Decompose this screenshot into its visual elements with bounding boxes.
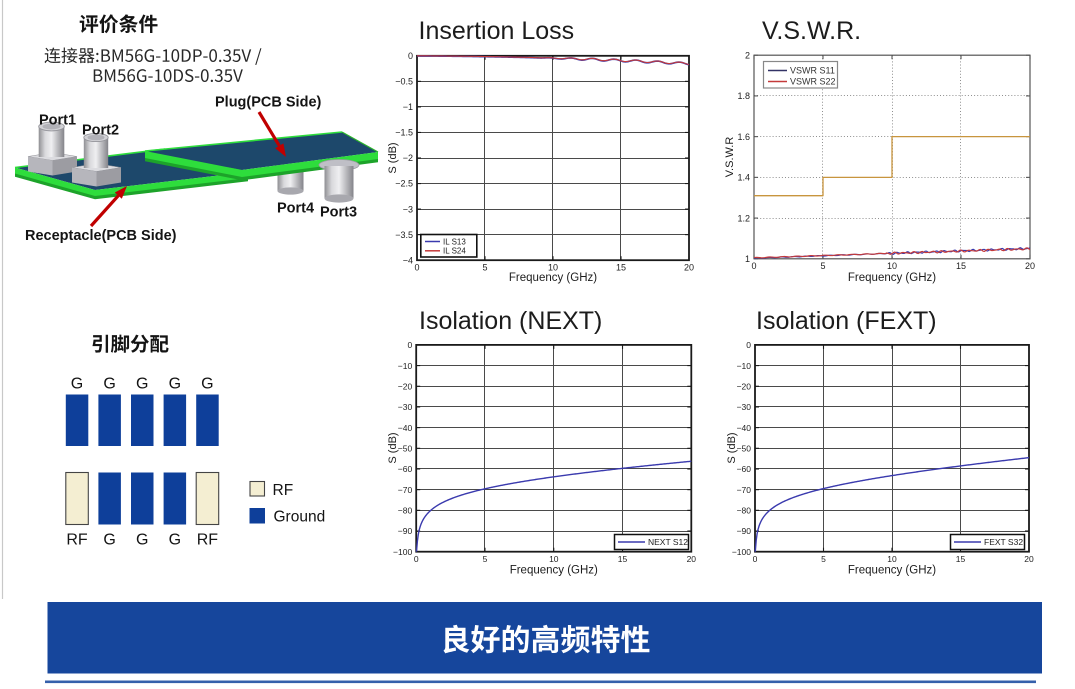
svg-text:V.S.W.R: V.S.W.R — [724, 137, 736, 178]
svg-text:−90: −90 — [737, 526, 752, 536]
svg-text:20: 20 — [1025, 261, 1035, 271]
svg-text:Port3: Port3 — [320, 205, 357, 221]
svg-text:S (dB): S (dB) — [387, 432, 399, 463]
svg-text:−60: −60 — [398, 464, 413, 474]
svg-text:−80: −80 — [398, 506, 413, 516]
svg-text:Port4: Port4 — [277, 201, 314, 217]
svg-text:10: 10 — [887, 554, 897, 564]
svg-text:−1.5: −1.5 — [395, 128, 413, 138]
svg-text:IL S24: IL S24 — [443, 247, 466, 256]
svg-text:G: G — [169, 376, 181, 393]
svg-text:S (dB): S (dB) — [387, 142, 399, 173]
svg-text:−10: −10 — [737, 361, 752, 371]
svg-text:G: G — [169, 532, 181, 549]
svg-text:Receptacle(PCB Side): Receptacle(PCB Side) — [25, 228, 177, 244]
svg-text:−20: −20 — [398, 382, 413, 392]
svg-text:−1: −1 — [403, 102, 413, 112]
svg-text:FEXT S32: FEXT S32 — [984, 537, 1023, 547]
svg-text:−40: −40 — [398, 423, 413, 433]
svg-text:G: G — [136, 532, 148, 549]
svg-text:15: 15 — [618, 554, 628, 564]
svg-text:G: G — [103, 532, 115, 549]
svg-text:RF: RF — [66, 532, 88, 549]
svg-text:10: 10 — [887, 261, 897, 271]
svg-text:−2.5: −2.5 — [395, 179, 413, 189]
svg-text:−3.5: −3.5 — [395, 230, 413, 240]
svg-text:−100: −100 — [732, 547, 751, 557]
svg-text:G: G — [103, 376, 115, 393]
svg-text:−80: −80 — [737, 506, 752, 516]
svg-text:5: 5 — [482, 262, 487, 272]
svg-text:VSWR S22: VSWR S22 — [790, 77, 836, 87]
svg-text:Frequency (GHz): Frequency (GHz) — [509, 272, 597, 284]
svg-text:Isolation (FEXT): Isolation (FEXT) — [756, 307, 937, 335]
svg-text:0: 0 — [414, 554, 419, 564]
svg-text:−4: −4 — [403, 255, 413, 265]
svg-text:0: 0 — [414, 262, 419, 272]
svg-text:Frequency (GHz): Frequency (GHz) — [510, 565, 598, 577]
svg-text:2: 2 — [745, 50, 750, 60]
svg-text:0: 0 — [751, 261, 756, 271]
svg-text:Port1: Port1 — [39, 113, 76, 129]
svg-text:G: G — [201, 376, 213, 393]
svg-text:1: 1 — [745, 254, 750, 264]
svg-text:−70: −70 — [737, 485, 752, 495]
svg-text:−30: −30 — [737, 402, 752, 412]
svg-text:1.8: 1.8 — [737, 91, 750, 101]
svg-text:VSWR S11: VSWR S11 — [790, 66, 835, 76]
svg-text:1.2: 1.2 — [737, 213, 750, 223]
svg-text:−50: −50 — [398, 444, 413, 454]
svg-text:−70: −70 — [398, 485, 413, 495]
svg-text:V.S.W.R.: V.S.W.R. — [762, 17, 861, 45]
svg-text:5: 5 — [820, 261, 825, 271]
svg-text:20: 20 — [687, 554, 697, 564]
svg-text:1.6: 1.6 — [737, 132, 750, 142]
svg-text:−20: −20 — [737, 382, 752, 392]
svg-text:NEXT S12: NEXT S12 — [648, 537, 688, 547]
svg-text:Port2: Port2 — [82, 123, 119, 139]
svg-text:Isolation (NEXT): Isolation (NEXT) — [419, 307, 602, 335]
svg-text:Ground: Ground — [274, 509, 326, 526]
svg-text:G: G — [136, 376, 148, 393]
svg-text:−30: −30 — [398, 402, 413, 412]
svg-text:−2: −2 — [403, 153, 413, 163]
svg-text:15: 15 — [956, 261, 966, 271]
svg-text:20: 20 — [1024, 554, 1034, 564]
svg-text:RF: RF — [273, 482, 294, 499]
svg-text:−0.5: −0.5 — [395, 77, 413, 87]
svg-text:Plug(PCB Side): Plug(PCB Side) — [215, 95, 322, 111]
svg-text:15: 15 — [616, 262, 626, 272]
svg-text:0: 0 — [407, 340, 412, 350]
svg-text:G: G — [71, 376, 83, 393]
svg-text:IL S13: IL S13 — [443, 237, 466, 246]
svg-text:−10: −10 — [398, 361, 413, 371]
svg-text:10: 10 — [549, 554, 559, 564]
svg-text:−3: −3 — [403, 204, 413, 214]
svg-text:Frequency (GHz): Frequency (GHz) — [848, 272, 936, 284]
svg-text:5: 5 — [483, 554, 488, 564]
svg-text:−90: −90 — [398, 526, 413, 536]
svg-text:0: 0 — [753, 554, 758, 564]
svg-text:S (dB): S (dB) — [726, 432, 738, 463]
svg-text:Frequency (GHz): Frequency (GHz) — [848, 565, 936, 577]
svg-text:−50: −50 — [737, 444, 752, 454]
svg-text:10: 10 — [548, 262, 558, 272]
svg-text:−100: −100 — [393, 547, 412, 557]
svg-text:5: 5 — [821, 554, 826, 564]
svg-text:0: 0 — [746, 340, 751, 350]
svg-text:−60: −60 — [737, 464, 752, 474]
svg-text:RF: RF — [197, 532, 219, 549]
svg-text:15: 15 — [956, 554, 966, 564]
svg-text:0: 0 — [408, 51, 413, 61]
svg-text:20: 20 — [684, 262, 694, 272]
svg-text:−40: −40 — [737, 423, 752, 433]
svg-text:1.4: 1.4 — [737, 173, 750, 183]
svg-text:Insertion Loss: Insertion Loss — [419, 17, 575, 45]
